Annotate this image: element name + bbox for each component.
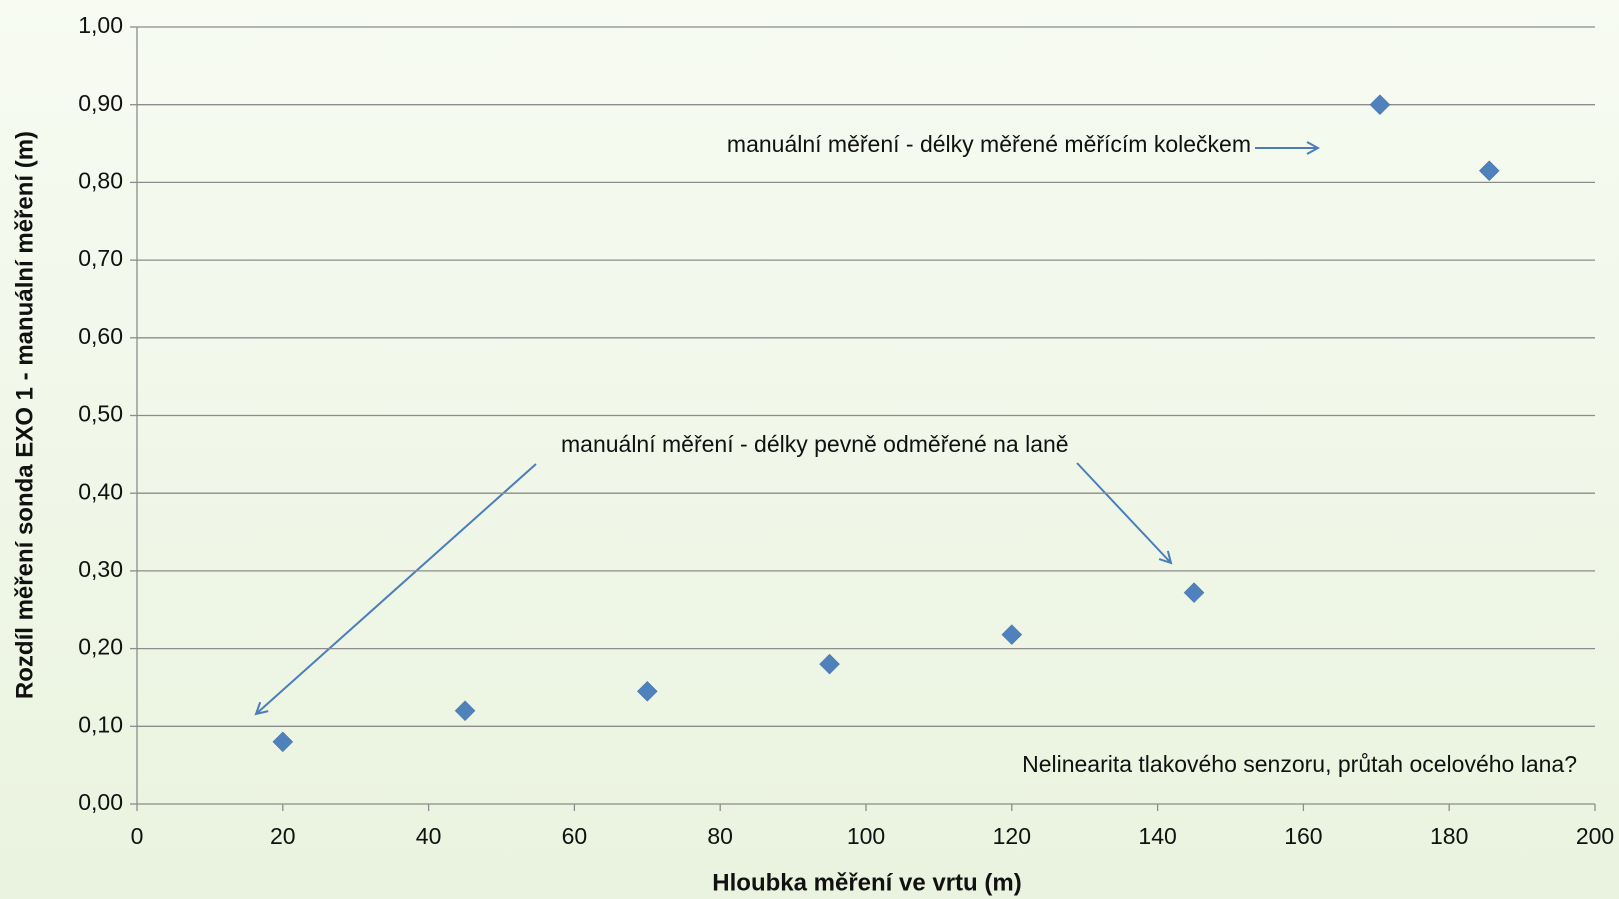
x-tick-label: 200 (1576, 823, 1614, 849)
x-tick-label: 180 (1430, 823, 1468, 849)
arrow (1077, 463, 1171, 563)
point (1479, 161, 1499, 181)
y-axis-title: Rozdíl měření sonda EXO 1 - manuální měř… (11, 131, 38, 699)
point (637, 681, 657, 701)
annotation: Nelinearita tlakového senzoru, průtah oc… (1022, 751, 1577, 777)
chart: Hloubka měření ve vrtu (m) Rozdíl měření… (0, 0, 1619, 899)
point (455, 701, 475, 721)
x-tick-label: 80 (707, 823, 733, 849)
point (1184, 583, 1204, 603)
y-tick-label: 0,70 (78, 245, 123, 271)
y-tick-label: 0,50 (78, 401, 123, 427)
y-tick-label: 0,60 (78, 323, 123, 349)
point (1002, 625, 1022, 645)
y-tick-label: 0,10 (78, 711, 123, 737)
y-tick-label: 0,90 (78, 90, 123, 116)
x-tick-label: 100 (847, 823, 885, 849)
x-tick-label: 120 (993, 823, 1031, 849)
x-tick-label: 40 (416, 823, 442, 849)
annotation: manuální měření - délky pevně odměřené n… (561, 431, 1069, 457)
y-tick-label: 0,00 (78, 789, 123, 815)
y-tick-label: 0,40 (78, 478, 123, 504)
x-tick-label: 0 (131, 823, 144, 849)
arrow (256, 464, 536, 714)
x-tick-label: 160 (1284, 823, 1322, 849)
point (273, 732, 293, 752)
x-tick-label: 20 (270, 823, 296, 849)
point (1370, 95, 1390, 115)
x-tick-label: 60 (562, 823, 588, 849)
y-tick-label: 0,30 (78, 556, 123, 582)
x-tick-label: 140 (1138, 823, 1176, 849)
point (820, 654, 840, 674)
annotation: manuální měření - délky měřené měřícím k… (727, 131, 1251, 157)
x-axis-title: Hloubka měření ve vrtu (m) (712, 869, 1021, 896)
y-tick-label: 0,20 (78, 634, 123, 660)
y-tick-label: 0,80 (78, 167, 123, 193)
y-tick-label: 1,00 (78, 12, 123, 38)
